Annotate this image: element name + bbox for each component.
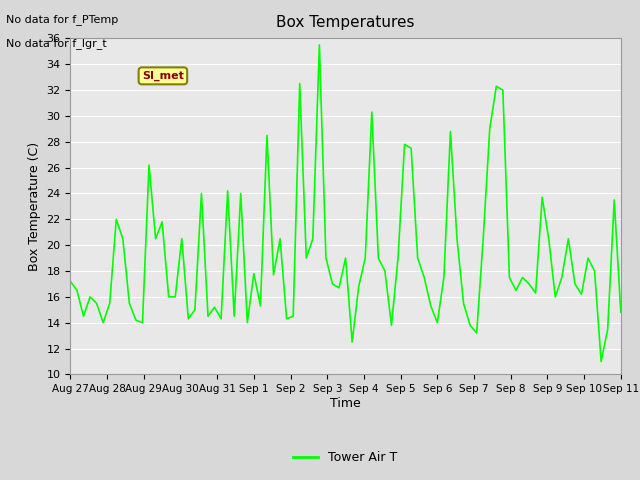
- Legend: Tower Air T: Tower Air T: [289, 446, 403, 469]
- Text: No data for f_PTemp: No data for f_PTemp: [6, 14, 118, 25]
- Y-axis label: Box Temperature (C): Box Temperature (C): [28, 142, 41, 271]
- X-axis label: Time: Time: [330, 397, 361, 410]
- Title: Box Temperatures: Box Temperatures: [276, 15, 415, 30]
- Text: No data for f_lgr_t: No data for f_lgr_t: [6, 38, 107, 49]
- Text: SI_met: SI_met: [142, 71, 184, 81]
